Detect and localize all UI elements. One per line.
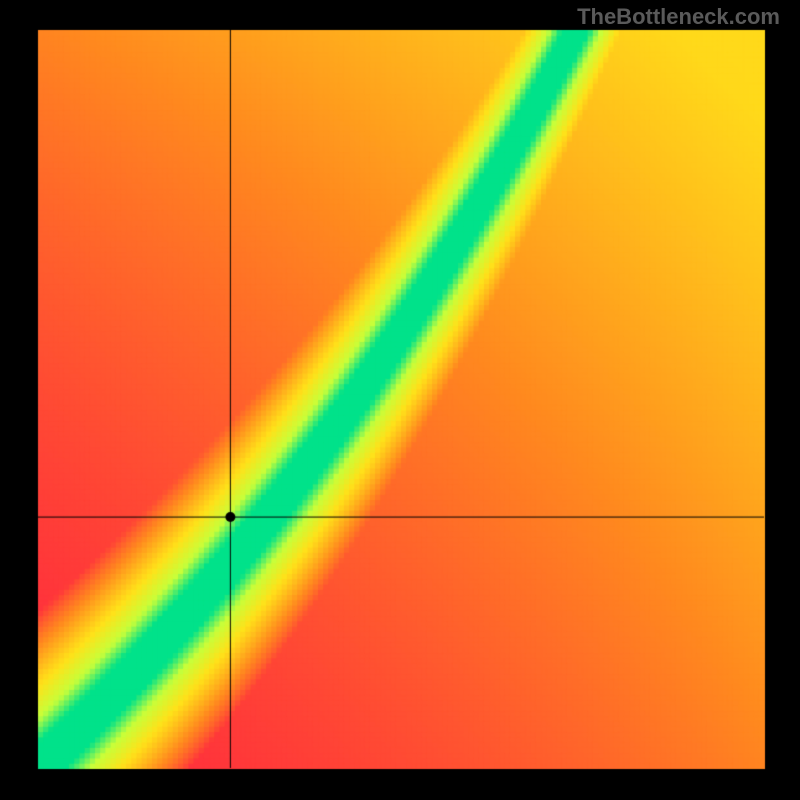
heatmap-canvas — [0, 0, 800, 800]
chart-wrapper: TheBottleneck.com — [0, 0, 800, 800]
watermark-text: TheBottleneck.com — [577, 4, 780, 30]
